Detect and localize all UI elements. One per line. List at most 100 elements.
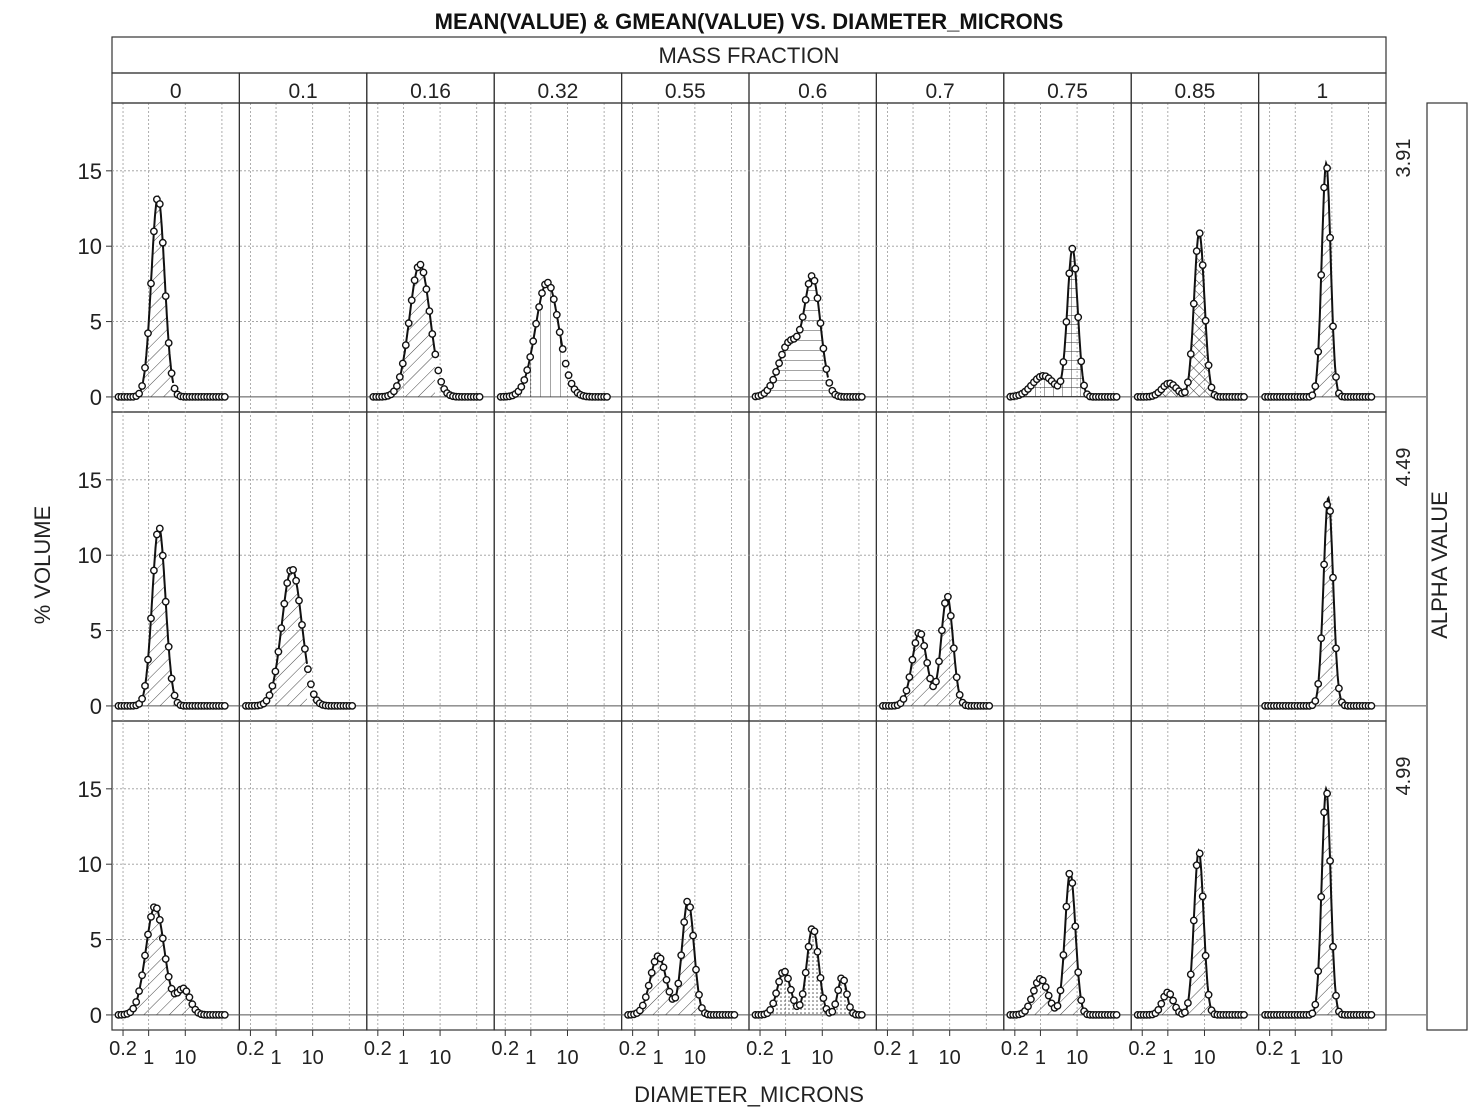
data-point (831, 1000, 840, 1009)
data-point (1198, 892, 1207, 901)
facet-panel (111, 411, 241, 722)
panel-series-4.49-0.1 (241, 566, 357, 710)
data-point (680, 918, 689, 926)
data-point (1184, 378, 1192, 387)
data-point (819, 994, 828, 1002)
data-point (517, 382, 526, 391)
facet-panel (366, 411, 495, 722)
data-point (348, 702, 357, 710)
data-point (407, 296, 416, 305)
data-point (1186, 350, 1195, 358)
data-point (135, 987, 144, 995)
data-point (766, 1006, 775, 1014)
row-header-label: 4.49 (1393, 448, 1415, 487)
panel-series-4.49-0 (114, 524, 229, 710)
data-point (1195, 849, 1204, 858)
data-point (1169, 996, 1178, 1005)
data-point (395, 373, 404, 381)
data-point (170, 384, 179, 393)
data-point (410, 276, 419, 285)
data-point (1323, 164, 1332, 173)
data-point (295, 596, 303, 605)
data-point (1071, 922, 1080, 931)
data-point (908, 655, 917, 664)
facet-panel (366, 720, 495, 1031)
data-point (1192, 861, 1201, 870)
data-point (561, 359, 570, 368)
data-point (283, 579, 292, 587)
data-point (552, 310, 561, 319)
panel-series-3.91-0.16 (369, 260, 484, 401)
data-point (1329, 573, 1337, 582)
data-point (135, 389, 144, 398)
series-area (245, 568, 308, 706)
facet-panel (1003, 411, 1132, 722)
data-point (129, 1004, 138, 1013)
data-point (220, 392, 229, 401)
data-point (801, 295, 810, 304)
data-point (843, 990, 851, 999)
column-header-label: 0.6 (798, 80, 827, 103)
column-facet-label: MASS FRACTION (659, 43, 840, 68)
data-point (564, 371, 573, 380)
data-point (1189, 299, 1198, 308)
data-point (816, 974, 825, 982)
data-point (1329, 322, 1337, 331)
data-point (1074, 313, 1083, 322)
data-point (1065, 869, 1074, 878)
data-point (392, 382, 401, 390)
data-point (138, 971, 147, 980)
data-point (949, 644, 958, 653)
data-point (1332, 373, 1340, 381)
x-tick-label: 0.2 (1256, 1038, 1284, 1060)
data-point (834, 986, 843, 995)
data-point (1059, 358, 1068, 366)
data-point (185, 993, 194, 1002)
y-tick-label: 15 (78, 159, 102, 184)
row-header-label: 3.91 (1393, 139, 1415, 178)
data-point (946, 612, 955, 620)
data-point (804, 942, 813, 951)
data-point (1198, 261, 1207, 269)
data-point (144, 329, 152, 338)
data-point (1311, 382, 1320, 391)
data-point (141, 682, 149, 690)
data-point (1074, 968, 1083, 977)
data-point (147, 614, 155, 623)
data-point (526, 353, 535, 361)
data-point (144, 655, 152, 664)
series-area (1010, 248, 1088, 397)
data-point (1056, 377, 1065, 386)
data-point (1192, 247, 1201, 256)
x-tick-label: 1 (653, 1047, 664, 1069)
x-tick-label: 1 (143, 1047, 154, 1069)
x-tick-label: 1 (398, 1047, 409, 1069)
data-point (401, 341, 410, 349)
x-tick-label: 0.2 (874, 1038, 902, 1060)
column-header-label: 0 (170, 80, 182, 103)
data-point (532, 319, 540, 328)
data-point (271, 667, 280, 676)
data-point (644, 981, 653, 990)
x-tick-label: 10 (429, 1047, 451, 1069)
x-tick-label: 0.2 (1001, 1038, 1029, 1060)
data-point (303, 665, 312, 674)
data-point (647, 968, 656, 977)
data-point (428, 330, 437, 338)
data-point (1041, 983, 1050, 991)
data-point (1027, 995, 1035, 1004)
data-point (170, 691, 179, 700)
data-point (158, 551, 167, 560)
data-point (1065, 269, 1074, 278)
data-point (306, 680, 315, 689)
data-point (935, 657, 943, 666)
data-point (671, 993, 680, 1002)
data-point (1326, 507, 1335, 515)
data-point (265, 691, 274, 700)
y-tick-label: 0 (90, 1003, 102, 1028)
facet-panel (620, 102, 750, 413)
facet-panel (111, 720, 241, 1031)
data-point (1068, 879, 1077, 887)
data-point (1154, 1006, 1163, 1014)
